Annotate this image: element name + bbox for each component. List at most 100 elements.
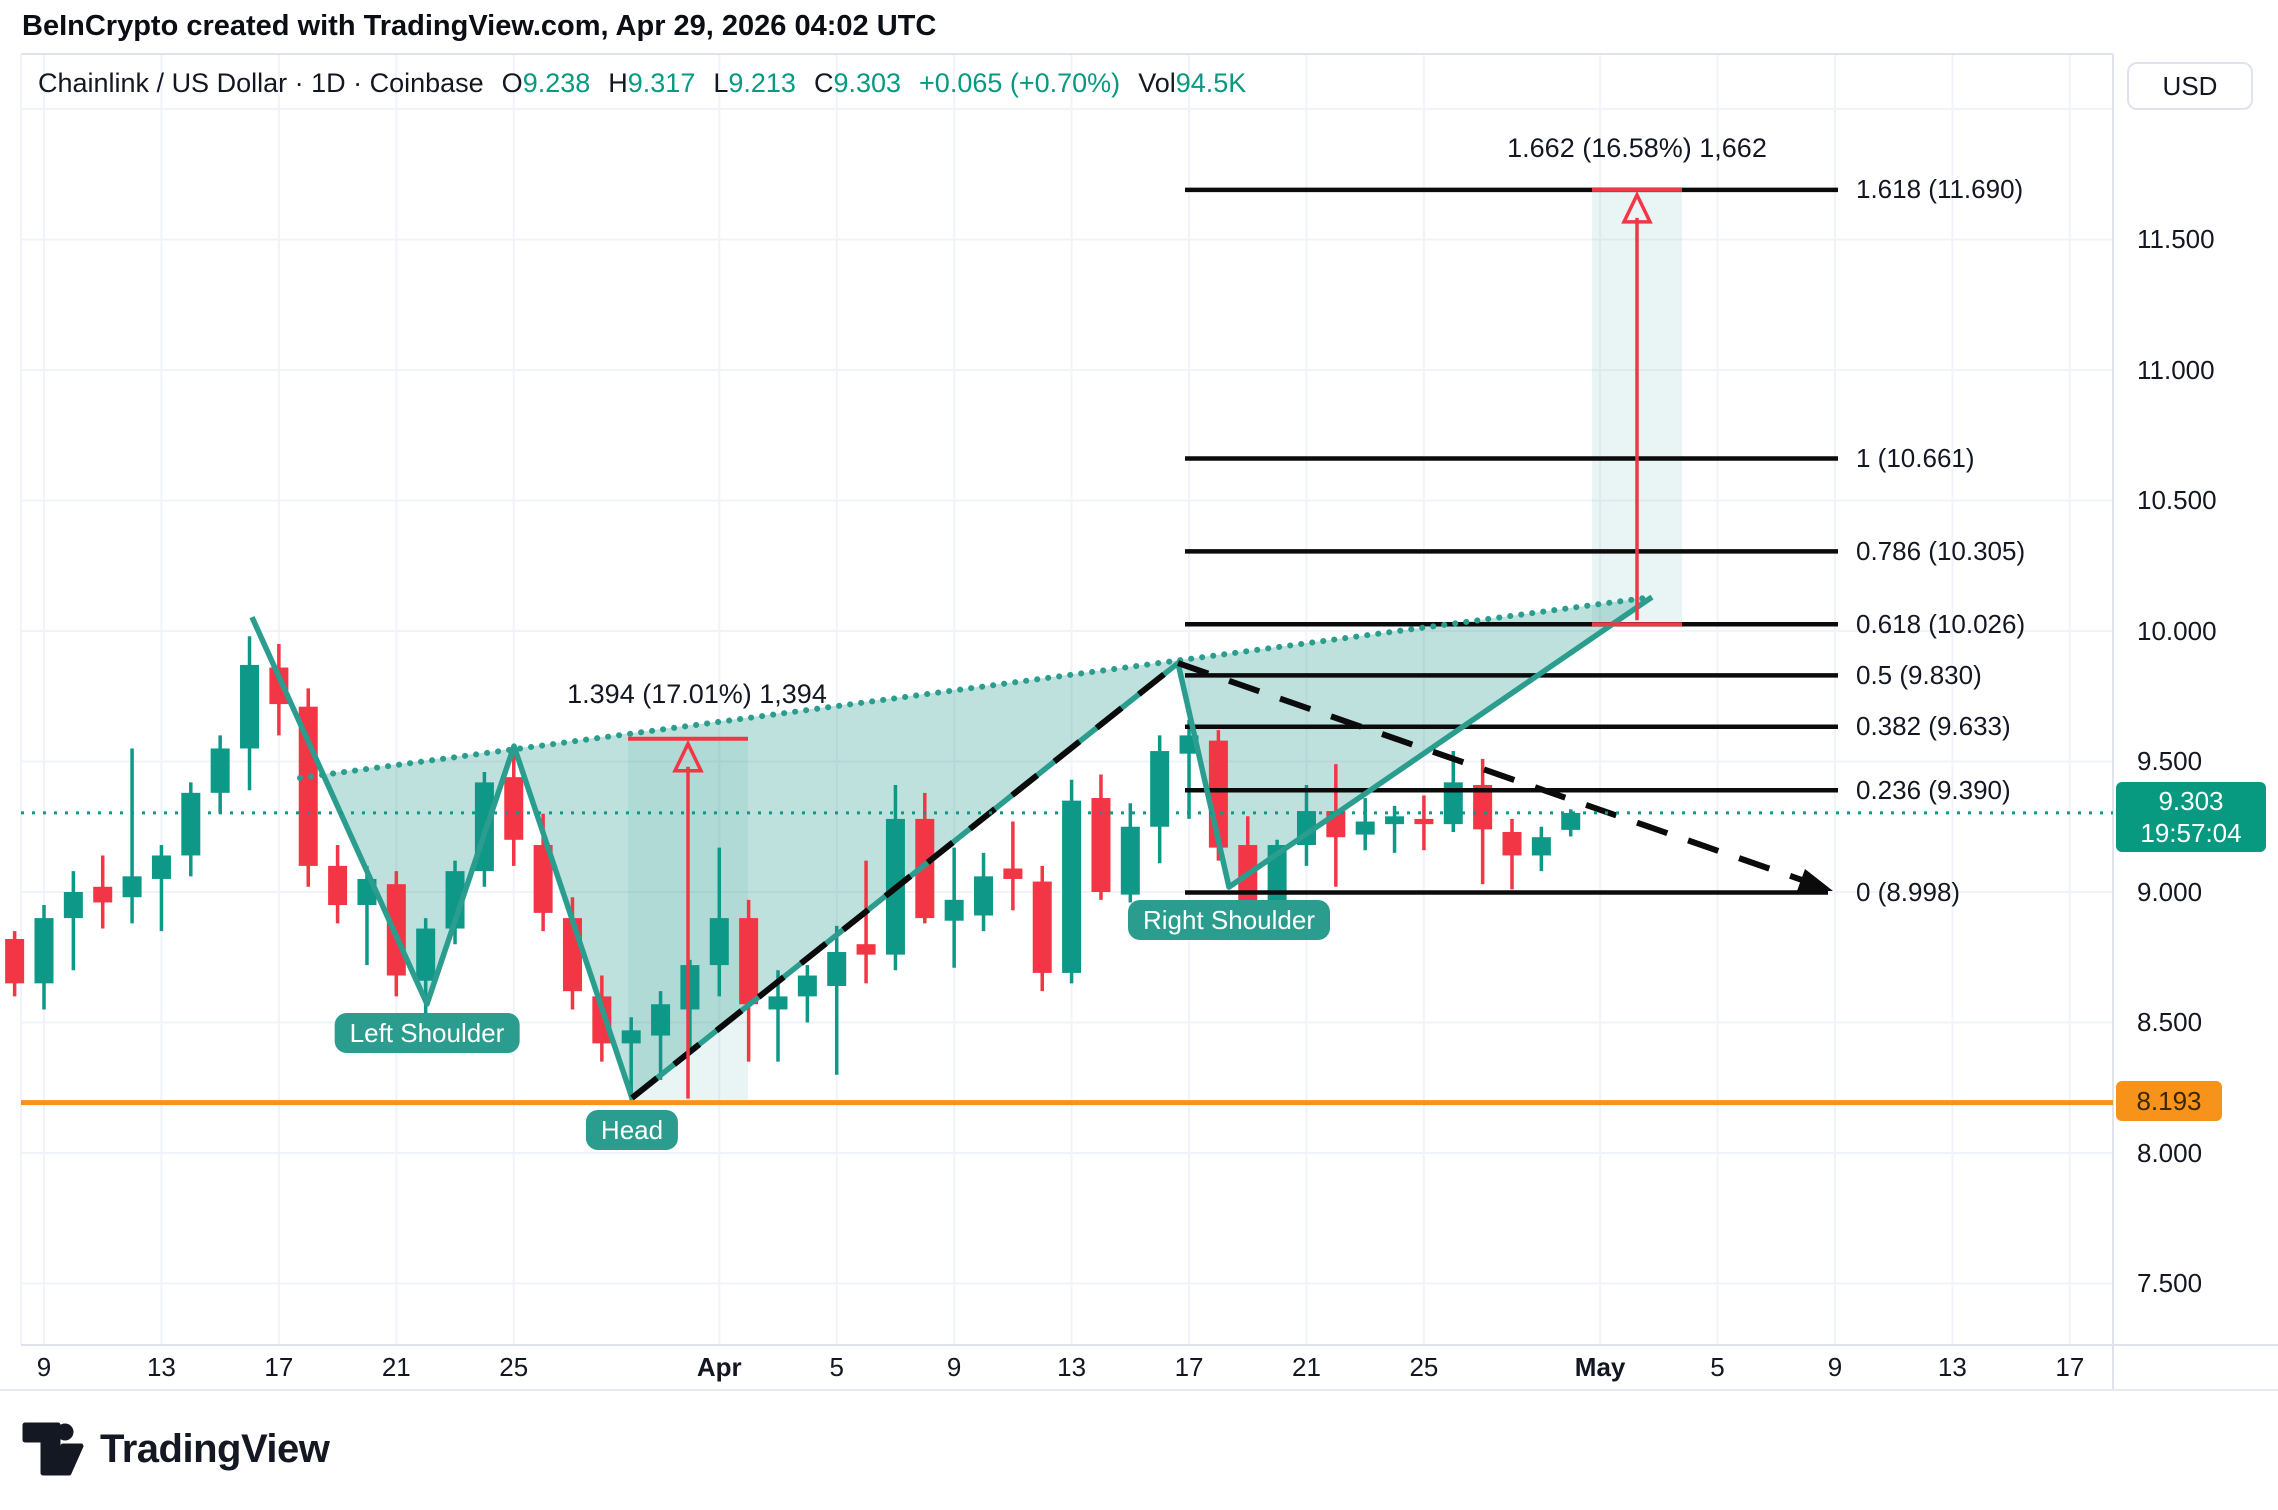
- candle[interactable]: [5, 931, 25, 997]
- time-tick-label[interactable]: 13: [146, 1351, 176, 1382]
- candle-body: [768, 996, 788, 1010]
- time-tick-label[interactable]: 5: [829, 1351, 844, 1382]
- price-tick-label[interactable]: 11.500: [2137, 224, 2215, 254]
- time-tick-label[interactable]: 13: [1057, 1351, 1087, 1382]
- time-tick-label[interactable]: 17: [264, 1351, 294, 1382]
- candle[interactable]: [1150, 735, 1170, 864]
- measurement-label-head: 1.394 (17.01%) 1,394: [567, 679, 827, 709]
- candle[interactable]: [944, 847, 964, 968]
- pattern-fill-area: [323, 597, 1652, 1098]
- price-tick-label[interactable]: 7.500: [2137, 1268, 2203, 1298]
- candle[interactable]: [1561, 809, 1581, 837]
- candle[interactable]: [797, 965, 817, 1023]
- price-tick-label[interactable]: 10.000: [2137, 615, 2217, 646]
- candle[interactable]: [592, 975, 612, 1062]
- candle[interactable]: [1355, 798, 1375, 851]
- candle[interactable]: [1032, 865, 1052, 992]
- candle-body: [93, 886, 113, 903]
- fib-level-label: 0.786 (10.305): [1856, 535, 2026, 566]
- candle[interactable]: [856, 860, 876, 984]
- price-tick-label[interactable]: 8.000: [2137, 1137, 2203, 1168]
- symbol-title[interactable]: Chainlink / US Dollar · 1D · Coinbase: [38, 68, 484, 98]
- price-tick-label[interactable]: 9.500: [2137, 746, 2203, 776]
- candle-body: [739, 918, 759, 1005]
- ohlc-open: O9.238: [501, 68, 591, 98]
- candle[interactable]: [240, 636, 260, 791]
- tradingview-logo-text: TradingView: [100, 1426, 330, 1471]
- left-shoulder-badge[interactable]: Left Shoulder: [334, 1013, 520, 1053]
- candle[interactable]: [651, 991, 671, 1080]
- candle[interactable]: [1003, 821, 1023, 911]
- right-shoulder-badge[interactable]: Right Shoulder: [1128, 900, 1330, 940]
- candle[interactable]: [739, 899, 759, 1062]
- candle[interactable]: [181, 782, 201, 877]
- candle[interactable]: [621, 1017, 641, 1101]
- price-tick-label[interactable]: 9.000: [2137, 876, 2203, 907]
- tradingview-logo[interactable]: TradingView: [22, 1422, 330, 1476]
- candle-body: [1502, 831, 1522, 856]
- candle[interactable]: [34, 905, 54, 1010]
- time-tick-label[interactable]: 9: [36, 1351, 52, 1382]
- candle[interactable]: [504, 745, 524, 866]
- symbol-legend[interactable]: Chainlink / US Dollar · 1D · Coinbase O9.…: [38, 68, 1246, 99]
- candle[interactable]: [328, 845, 348, 924]
- time-tick-label[interactable]: 21: [381, 1351, 411, 1382]
- ohlc-low: L9.213: [713, 68, 796, 98]
- candle[interactable]: [915, 792, 935, 924]
- candle[interactable]: [1414, 795, 1434, 851]
- fib-level-label: 0.5 (9.830): [1856, 659, 1982, 690]
- alert-price-badge[interactable]: 8.193: [2116, 1081, 2222, 1121]
- head-badge[interactable]: Head: [585, 1110, 679, 1150]
- candle-body: [1062, 800, 1082, 973]
- fib-level-label: 1 (10.661): [1856, 442, 1975, 473]
- candle[interactable]: [974, 852, 994, 932]
- ohlc-high: H9.317: [608, 68, 696, 98]
- candle[interactable]: [1473, 758, 1493, 885]
- time-tick-label[interactable]: 13: [1937, 1351, 1967, 1382]
- time-tick-label[interactable]: 25: [499, 1351, 529, 1382]
- candle-body: [1385, 816, 1405, 825]
- price-tick-label[interactable]: 11.000: [2137, 354, 2215, 385]
- candle[interactable]: [1385, 805, 1405, 853]
- price-tick-label[interactable]: 10.500: [2137, 485, 2217, 515]
- price-change: +0.065 (+0.70%): [919, 68, 1121, 98]
- candle-body: [533, 845, 553, 913]
- candle[interactable]: [93, 855, 113, 929]
- candle[interactable]: [298, 688, 318, 887]
- price-tick-label[interactable]: 8.500: [2137, 1007, 2203, 1037]
- candle-body: [1267, 845, 1287, 913]
- candle[interactable]: [768, 970, 788, 1062]
- candle[interactable]: [122, 748, 142, 924]
- candle[interactable]: [680, 959, 700, 1049]
- candle[interactable]: [709, 847, 729, 997]
- currency-toggle-button[interactable]: USD: [2127, 62, 2253, 110]
- time-tick-label[interactable]: 9: [1827, 1351, 1843, 1382]
- candle-body: [1414, 818, 1434, 825]
- candle[interactable]: [1120, 803, 1140, 903]
- candle[interactable]: [1062, 779, 1082, 984]
- candle[interactable]: [151, 845, 171, 932]
- candle[interactable]: [827, 925, 847, 1075]
- time-tick-label[interactable]: 5: [1710, 1351, 1725, 1382]
- candle-body: [856, 944, 876, 955]
- time-tick-label[interactable]: 25: [1409, 1351, 1439, 1382]
- candle[interactable]: [63, 871, 83, 971]
- candle[interactable]: [1531, 826, 1551, 872]
- candle[interactable]: [210, 735, 230, 814]
- candle[interactable]: [269, 644, 289, 736]
- last-price-value: 9.303: [2158, 786, 2224, 816]
- time-tick-label[interactable]: May: [1574, 1351, 1626, 1382]
- candle[interactable]: [1091, 774, 1111, 900]
- last-price-badge[interactable]: 9.303 19:57:04: [2116, 782, 2266, 852]
- candle-body: [1355, 821, 1375, 835]
- candle-body: [651, 1004, 671, 1036]
- trend-dashed-projection: [1177, 660, 1806, 884]
- time-tick-label[interactable]: 9: [946, 1351, 962, 1382]
- candle-body: [974, 876, 994, 916]
- time-tick-label[interactable]: Apr: [696, 1351, 742, 1382]
- time-tick-label[interactable]: 17: [2055, 1351, 2085, 1382]
- time-tick-label[interactable]: 17: [1174, 1351, 1204, 1382]
- candle[interactable]: [1502, 818, 1522, 890]
- time-tick-label[interactable]: 21: [1292, 1351, 1321, 1382]
